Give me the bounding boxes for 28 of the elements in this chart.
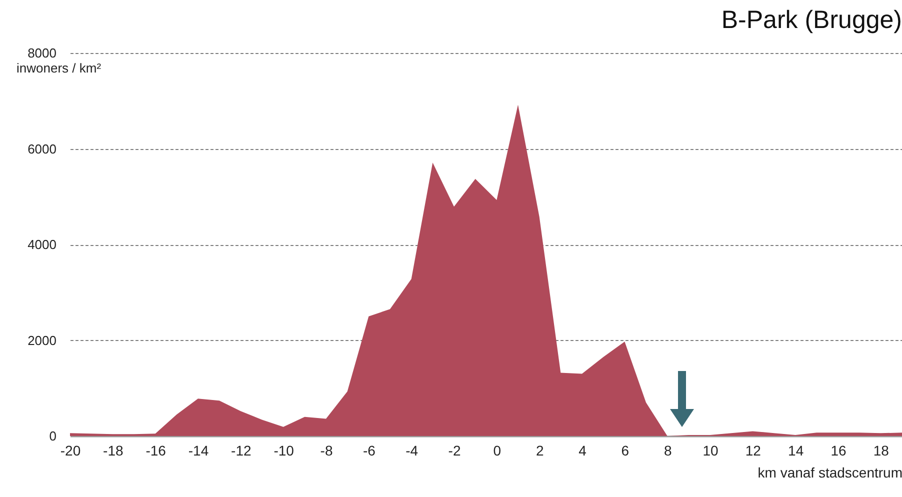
chart-title: B-Park (Brugge) xyxy=(721,6,902,34)
y-tick-label: 4000 xyxy=(28,237,56,252)
x-tick-label: -6 xyxy=(362,442,376,458)
x-tick-label: -16 xyxy=(146,442,166,458)
y-tick-label: 8000 xyxy=(28,46,56,60)
y-axis-title: inwoners / km² xyxy=(16,60,102,76)
x-tick-label: -20 xyxy=(60,442,81,458)
x-tick-label: 0 xyxy=(493,442,502,458)
x-tick-label: -2 xyxy=(448,442,461,458)
y-tick-label: 0 xyxy=(49,428,56,444)
x-axis-title: km vanaf stadscentrum xyxy=(758,464,902,480)
x-tick-label: -4 xyxy=(406,442,418,458)
x-tick-label: 10 xyxy=(702,442,718,458)
x-tick-label: 14 xyxy=(788,442,804,458)
x-tick-label: 4 xyxy=(578,442,587,458)
x-tick-label: 8 xyxy=(664,442,672,458)
x-tick-label: -18 xyxy=(103,442,124,458)
x-tick-label: 18 xyxy=(873,442,890,458)
y-tick-label: 6000 xyxy=(28,141,56,156)
x-tick-label: -14 xyxy=(188,442,209,458)
x-tick-label: -12 xyxy=(231,442,252,458)
x-tick-label: -8 xyxy=(320,442,333,458)
x-tick-label: -10 xyxy=(274,442,294,458)
y-tick-label: 2000 xyxy=(28,332,56,348)
x-tick-label: 6 xyxy=(621,442,630,458)
x-tick-label: 16 xyxy=(830,442,846,458)
x-tick-label: 12 xyxy=(745,442,762,458)
x-tick-label: 2 xyxy=(536,442,544,458)
